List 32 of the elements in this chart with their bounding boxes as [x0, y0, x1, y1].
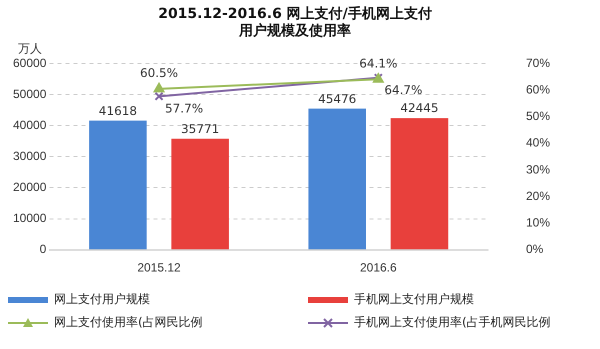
data-label: 64.7%	[384, 82, 422, 97]
y-tick-label: 40000	[12, 118, 47, 132]
data-label: 42445	[400, 101, 439, 116]
y-tick-label: 20000	[12, 180, 47, 194]
y2-tick-label: 10%	[526, 216, 550, 230]
y-axis-title: 万人	[18, 42, 42, 56]
data-label: 35771	[181, 122, 220, 136]
y-tick-label: 50000	[12, 86, 47, 101]
legend-label: 手机网上支付使用率(占手机网民比例	[354, 314, 551, 331]
y-tick-label: 10000	[12, 211, 47, 226]
legend-label: 网上支付用户规模	[54, 291, 150, 308]
y-tick-label: 0	[40, 242, 47, 256]
x-tick-label: 2015.12	[137, 260, 182, 274]
y2-tick-label: 70%	[526, 56, 550, 70]
x-tick-label: 2016.6	[360, 260, 398, 274]
data-label: 41618	[98, 104, 137, 118]
data-label: 57.7%	[165, 101, 204, 116]
legend-label: 网上支付使用率(占网民比例	[54, 314, 203, 331]
y2-tick-label: 20%	[526, 188, 550, 203]
data-label: 60.5%	[140, 66, 178, 80]
data-label: 45476	[318, 92, 356, 106]
y2-tick-label: 50%	[526, 109, 550, 124]
text: 2015.12-2016.6 网上支付/手机网上支付	[158, 6, 432, 22]
legend-label: 手机网上支付用户规模	[354, 291, 474, 308]
y-tick-label: 30000	[12, 149, 47, 164]
y2-tick-label: 60%	[526, 82, 550, 97]
y2-tick-label: 0%	[526, 242, 544, 256]
y2-tick-label: 30%	[526, 162, 550, 176]
text: 用户规模及使用率	[239, 22, 351, 39]
y2-tick-label: 40%	[526, 136, 550, 150]
y-tick-label: 60000	[12, 56, 47, 70]
data-label: 64.1%	[359, 56, 398, 70]
